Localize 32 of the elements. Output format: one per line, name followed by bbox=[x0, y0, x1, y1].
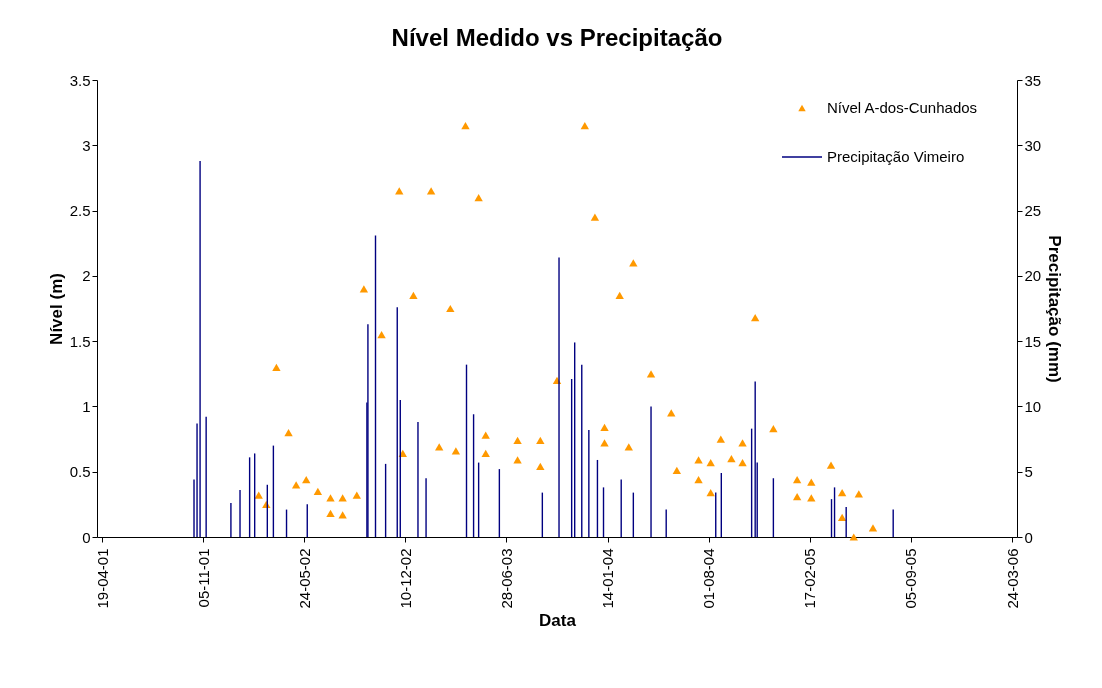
legend-label: Precipitação Vimeiro bbox=[827, 148, 965, 165]
x-tick-label: 17-02-05 bbox=[801, 548, 819, 609]
chart-title: Nível Medido vs Precipitação bbox=[391, 24, 723, 51]
y-tick-label: 1 bbox=[82, 397, 91, 415]
y2-tick-label: 30 bbox=[1024, 136, 1042, 154]
y2-tick-label: 10 bbox=[1024, 397, 1042, 415]
y-tick-label: 2.5 bbox=[69, 202, 91, 220]
y2-tick-label: 15 bbox=[1024, 332, 1042, 350]
y2-tick-label: 20 bbox=[1024, 267, 1042, 285]
x-tick-label: 24-05-02 bbox=[295, 548, 313, 609]
y-tick-label: 3.5 bbox=[69, 71, 91, 89]
y-tick-label: 0.5 bbox=[69, 463, 91, 481]
x-tick-label: 24-03-06 bbox=[1003, 548, 1021, 609]
x-axis-title: Data bbox=[539, 610, 577, 630]
x-tick-label: 01-08-04 bbox=[700, 548, 718, 609]
y2-tick-label: 35 bbox=[1024, 71, 1042, 89]
x-tick-label: 10-12-02 bbox=[396, 548, 414, 609]
y2-tick-label: 0 bbox=[1024, 528, 1033, 546]
legend-label: Nível A-dos-Cunhados bbox=[827, 99, 978, 116]
y-tick-label: 3 bbox=[82, 136, 91, 154]
y-axis-title: Nível (m) bbox=[46, 273, 66, 345]
y-tick-label: 2 bbox=[82, 267, 91, 285]
y-tick-label: 0 bbox=[82, 528, 91, 546]
x-tick-label: 19-04-01 bbox=[93, 548, 111, 609]
y-tick-label: 1.5 bbox=[69, 332, 91, 350]
y2-tick-label: 5 bbox=[1024, 463, 1033, 481]
x-tick-label: 28-06-03 bbox=[497, 548, 515, 609]
y2-tick-label: 25 bbox=[1024, 202, 1042, 220]
x-tick-label: 14-01-04 bbox=[599, 548, 617, 609]
x-tick-label: 05-09-05 bbox=[902, 548, 920, 609]
x-tick-label: 05-11-01 bbox=[194, 548, 212, 608]
y2-axis-title: Precipitação (mm) bbox=[1045, 235, 1065, 383]
